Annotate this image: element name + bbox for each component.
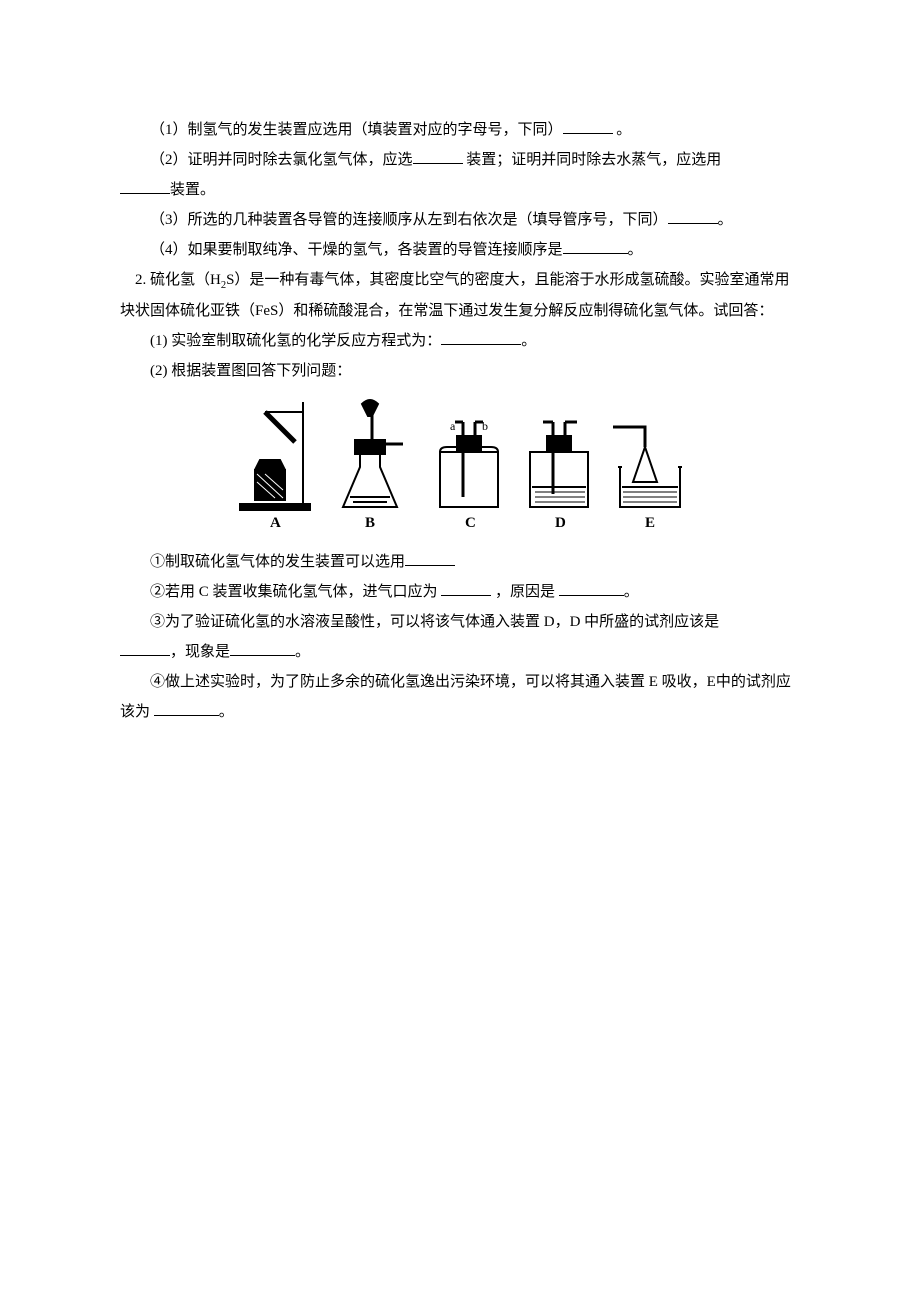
blank bbox=[120, 178, 170, 194]
device-c-icon bbox=[440, 422, 498, 507]
text: (2) 根据装置图回答下列问题： bbox=[150, 363, 351, 379]
text: (1) 实验室制取硫化氢的化学反应方程式为： bbox=[150, 333, 441, 349]
text: 。 bbox=[219, 704, 234, 720]
text: 。 bbox=[613, 122, 632, 138]
label-B: B bbox=[365, 515, 375, 531]
apparatus-svg: a b A B C D E bbox=[225, 392, 695, 532]
blank bbox=[413, 148, 463, 164]
blank bbox=[120, 640, 170, 656]
device-d-icon bbox=[530, 422, 588, 507]
q1-part4: （4）如果要制取纯净、干燥的氢气，各装置的导管连接顺序是 。 bbox=[120, 235, 800, 265]
text: 。 bbox=[628, 242, 643, 258]
text: ①制取硫化氢气体的发生装置可以选用 bbox=[150, 554, 405, 570]
text: 。 bbox=[295, 644, 310, 660]
text: ，原因是 bbox=[491, 584, 559, 600]
blank bbox=[668, 208, 718, 224]
label-b: b bbox=[482, 419, 488, 433]
text: （4）如果要制取纯净、干燥的氢气，各装置的导管连接顺序是 bbox=[150, 242, 563, 258]
q2-c3-line1: ③为了验证硫化氢的水溶液呈酸性，可以将该气体通入装置 D，D 中所盛的试剂应该是 bbox=[120, 607, 800, 637]
text: ，现象是 bbox=[170, 644, 230, 660]
blank bbox=[441, 329, 521, 345]
label-C: C bbox=[465, 515, 476, 531]
text: 2. 硫化氢（H bbox=[135, 272, 221, 288]
device-a-icon bbox=[240, 402, 310, 510]
label-D: D bbox=[555, 515, 566, 531]
text: （3）所选的几种装置各导管的连接顺序从左到右依次是（填导管序号，下同） bbox=[150, 212, 668, 228]
q1-part2-line1: （2）证明并同时除去氯化氢气体，应选 装置；证明并同时除去水蒸气，应选用 bbox=[120, 145, 800, 175]
text: 装置；证明并同时除去水蒸气，应选用 bbox=[463, 152, 722, 168]
blank bbox=[154, 700, 219, 716]
q2-c4: ④做上述实验时，为了防止多余的硫化氢逸出污染环境，可以将其通入装置 E 吸收，E… bbox=[120, 667, 800, 727]
q2-c2: ②若用 C 装置收集硫化氢气体，进气口应为 ，原因是 。 bbox=[120, 577, 800, 607]
device-b-icon bbox=[343, 400, 403, 507]
q2-c3-line2: ，现象是 。 bbox=[120, 637, 800, 667]
blank bbox=[405, 550, 455, 566]
apparatus-diagram: a b A B C D E bbox=[120, 392, 800, 543]
q2-intro: 2. 硫化氢（H2S）是一种有毒气体，其密度比空气的密度大，且能溶于水形成氢硫酸… bbox=[120, 265, 800, 326]
text: （1）制氢气的发生装置应选用（填装置对应的字母号，下同） bbox=[150, 122, 563, 138]
text: ②若用 C 装置收集硫化氢气体，进气口应为 bbox=[150, 584, 441, 600]
text: 。 bbox=[521, 333, 536, 349]
text: ③为了验证硫化氢的水溶液呈酸性，可以将该气体通入装置 D，D 中所盛的试剂应该是 bbox=[150, 614, 719, 630]
q2-c1: ①制取硫化氢气体的发生装置可以选用 bbox=[120, 547, 800, 577]
q1-part3: （3）所选的几种装置各导管的连接顺序从左到右依次是（填导管序号，下同） 。 bbox=[120, 205, 800, 235]
label-A: A bbox=[270, 515, 281, 531]
text: 。 bbox=[718, 212, 733, 228]
q2-sub1: (1) 实验室制取硫化氢的化学反应方程式为： 。 bbox=[120, 326, 800, 356]
page: （1）制氢气的发生装置应选用（填装置对应的字母号，下同） 。 （2）证明并同时除… bbox=[0, 0, 920, 787]
blank bbox=[441, 580, 491, 596]
q1-part1: （1）制氢气的发生装置应选用（填装置对应的字母号，下同） 。 bbox=[120, 115, 800, 145]
text: 。 bbox=[624, 584, 639, 600]
text: 装置。 bbox=[170, 182, 215, 198]
device-e-icon bbox=[613, 427, 682, 507]
blank bbox=[563, 238, 628, 254]
label-E: E bbox=[645, 515, 655, 531]
q2-sub2: (2) 根据装置图回答下列问题： bbox=[120, 356, 800, 386]
label-a: a bbox=[450, 419, 456, 433]
q1-part2-line2: 装置。 bbox=[120, 175, 800, 205]
blank bbox=[230, 640, 295, 656]
blank bbox=[559, 580, 624, 596]
blank bbox=[563, 118, 613, 134]
text: （2）证明并同时除去氯化氢气体，应选 bbox=[150, 152, 413, 168]
